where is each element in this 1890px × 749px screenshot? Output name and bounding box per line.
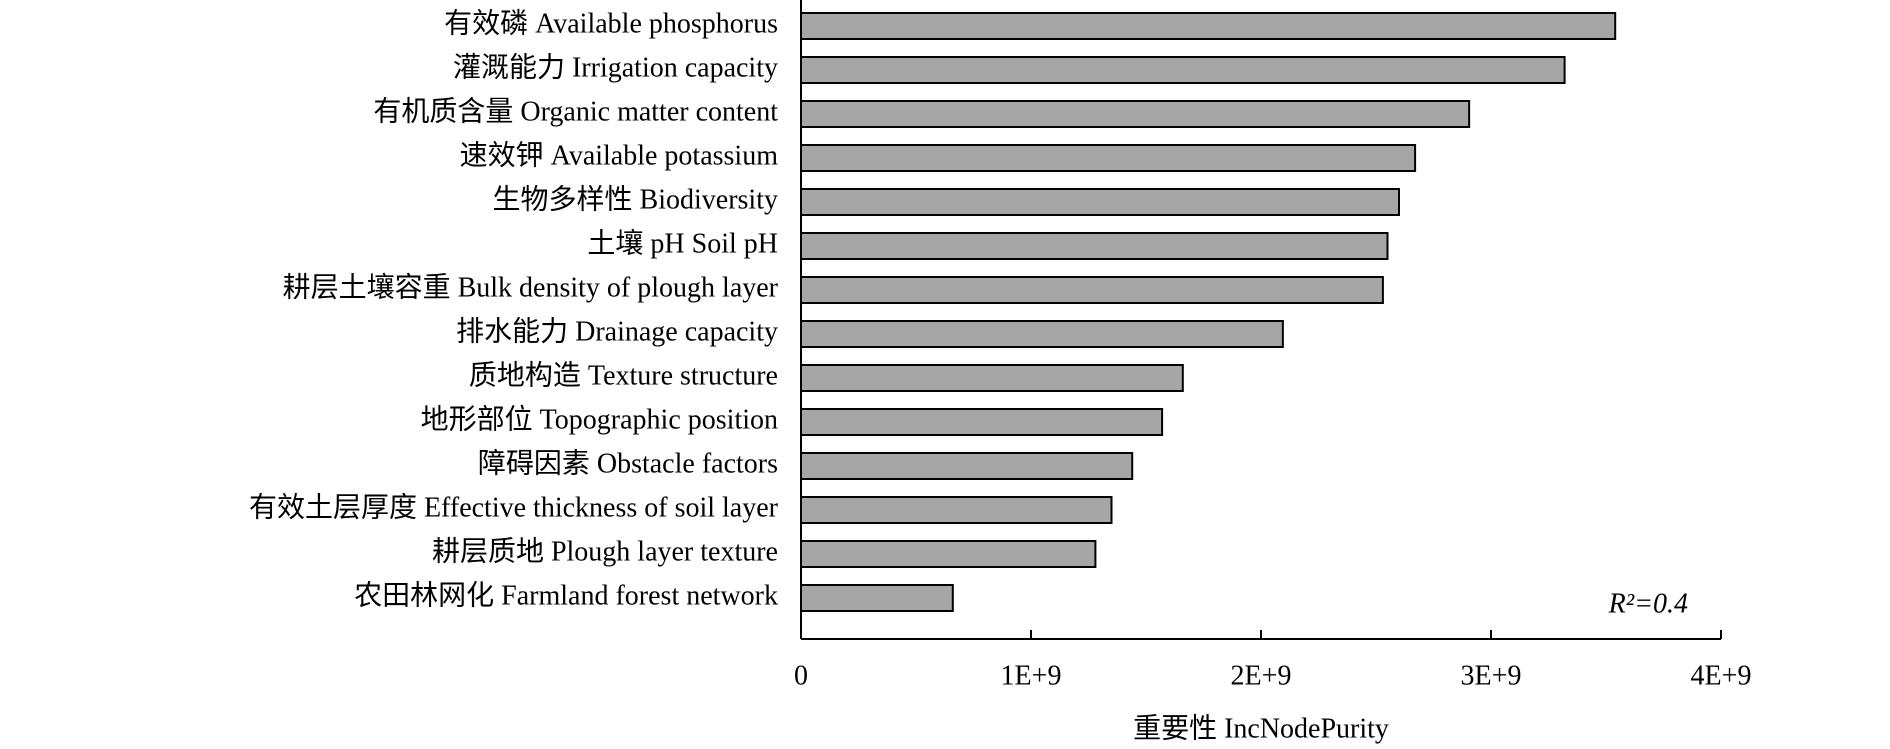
- y-tick-label: 排水能力 Drainage capacity: [456, 315, 778, 347]
- y-tick-label: 有机质含量 Organic matter content: [373, 95, 778, 127]
- bar: [800, 408, 1164, 436]
- bar: [800, 584, 954, 612]
- y-tick-label: 地形部位 Topographic position: [421, 403, 778, 435]
- x-tick-label: 3E+9: [1461, 660, 1522, 691]
- bar: [800, 276, 1384, 304]
- x-tick-label: 2E+9: [1231, 660, 1292, 691]
- bar: [800, 540, 1097, 568]
- x-tick-label: 4E+9: [1691, 660, 1752, 691]
- x-axis-title: 重要性 IncNodePurity: [1133, 712, 1389, 744]
- y-tick-label: 速效钾 Available potassium: [460, 139, 779, 171]
- bar: [800, 452, 1134, 480]
- bar: [800, 144, 1417, 172]
- y-tick-label: 农田林网化 Farmland forest network: [354, 579, 778, 611]
- y-tick-label: 耕层土壤容重 Bulk density of plough layer: [283, 271, 779, 303]
- y-tick-label: 有效土层厚度 Effective thickness of soil layer: [249, 491, 779, 523]
- bar: [800, 320, 1284, 348]
- bar: [800, 100, 1471, 128]
- y-tick-label: 障碍因素 Obstacle factors: [478, 447, 778, 479]
- annotation: R²=0.4: [1608, 588, 1688, 619]
- bar: [800, 56, 1566, 84]
- y-tick-label: 有效磷 Available phosphorus: [444, 7, 778, 39]
- bar: [800, 364, 1184, 392]
- x-tick-label: 1E+9: [1001, 660, 1062, 691]
- y-tick-label: 灌溉能力 Irrigation capacity: [453, 51, 778, 83]
- y-tick-label: 质地构造 Texture structure: [469, 359, 778, 391]
- bar: [800, 232, 1389, 260]
- y-tick-label: 土壤 pH Soil pH: [587, 227, 778, 259]
- bar: [800, 188, 1400, 216]
- bar: [800, 12, 1617, 40]
- y-tick-label: 耕层质地 Plough layer texture: [432, 535, 778, 567]
- bar: [800, 496, 1113, 524]
- y-tick-label: 生物多样性 Biodiversity: [493, 183, 778, 215]
- x-tick-label: 0: [794, 660, 808, 691]
